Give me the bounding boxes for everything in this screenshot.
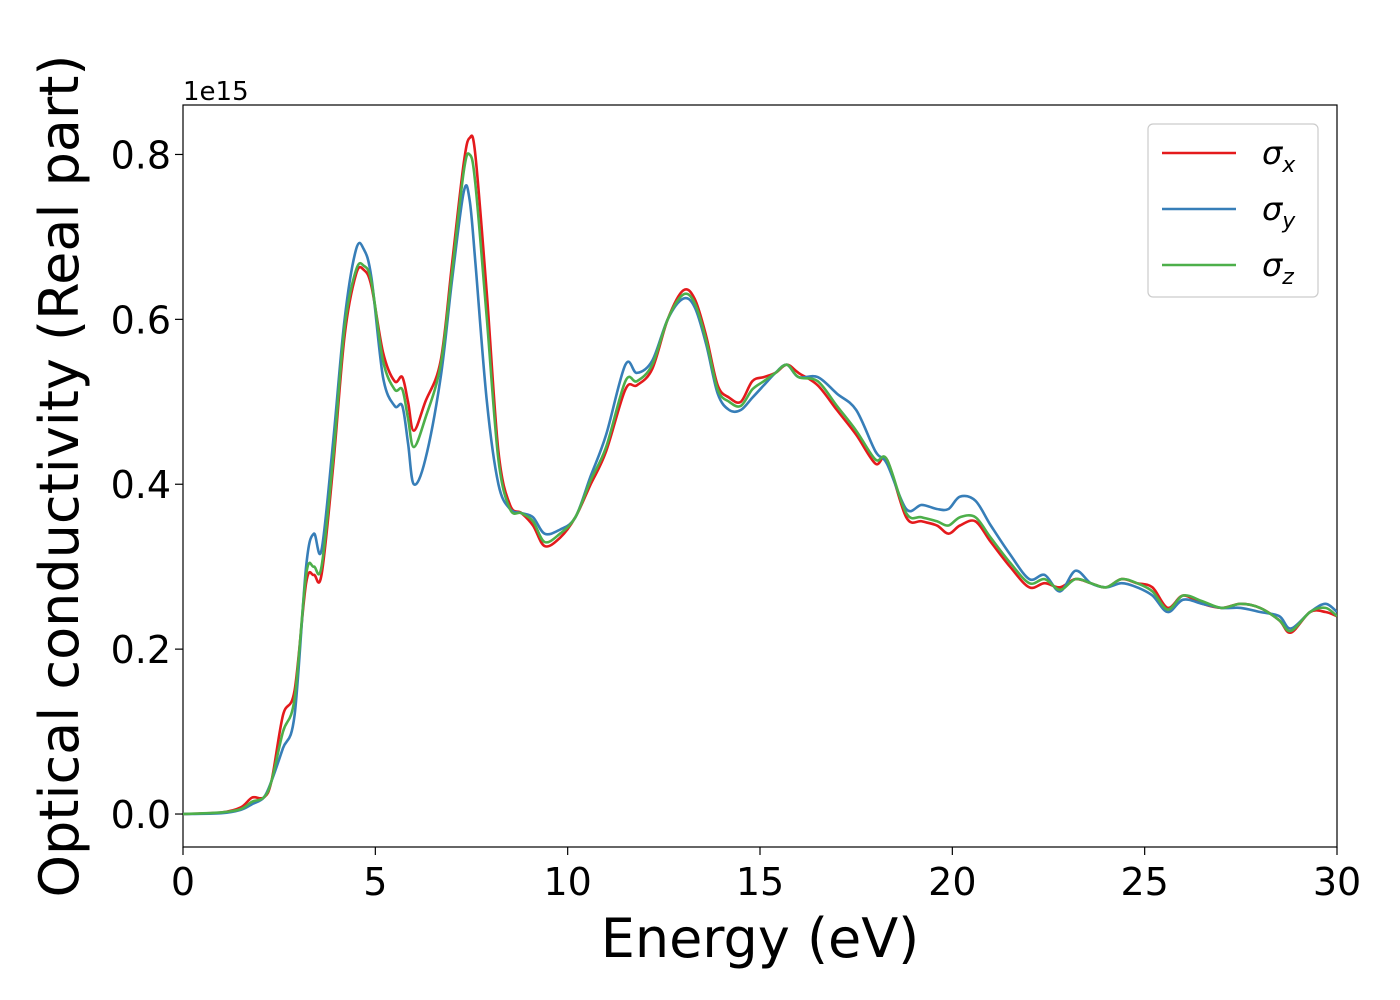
y-tick-label: 0.0 <box>111 793 171 837</box>
x-tick-label: 20 <box>928 860 976 904</box>
series-layer <box>183 134 1337 816</box>
x-tick-label: 15 <box>736 860 784 904</box>
y-tick-label: 0.4 <box>111 463 171 507</box>
x-tick-label: 10 <box>543 860 591 904</box>
series-line-z <box>183 152 1337 816</box>
x-axis-label: Energy (eV) <box>601 907 920 970</box>
y-tick-label: 0.2 <box>111 628 171 672</box>
y-axis-label: Optical conductivity (Real part) <box>28 55 91 898</box>
x-tick-label: 30 <box>1313 860 1361 904</box>
y-tick-label: 0.6 <box>111 298 171 342</box>
y-axis: 0.0 0.2 0.4 0.6 0.8 <box>111 133 183 837</box>
plot-area <box>182 104 1338 848</box>
x-axis: 0 5 10 15 20 25 30 <box>171 847 1361 904</box>
x-tick-label: 25 <box>1120 860 1168 904</box>
y-tick-label: 0.8 <box>111 133 171 177</box>
y-offset-label: 1e15 <box>183 77 249 107</box>
x-tick-label: 0 <box>171 860 195 904</box>
x-tick-label: 5 <box>363 860 387 904</box>
legend-box <box>1147 123 1319 298</box>
